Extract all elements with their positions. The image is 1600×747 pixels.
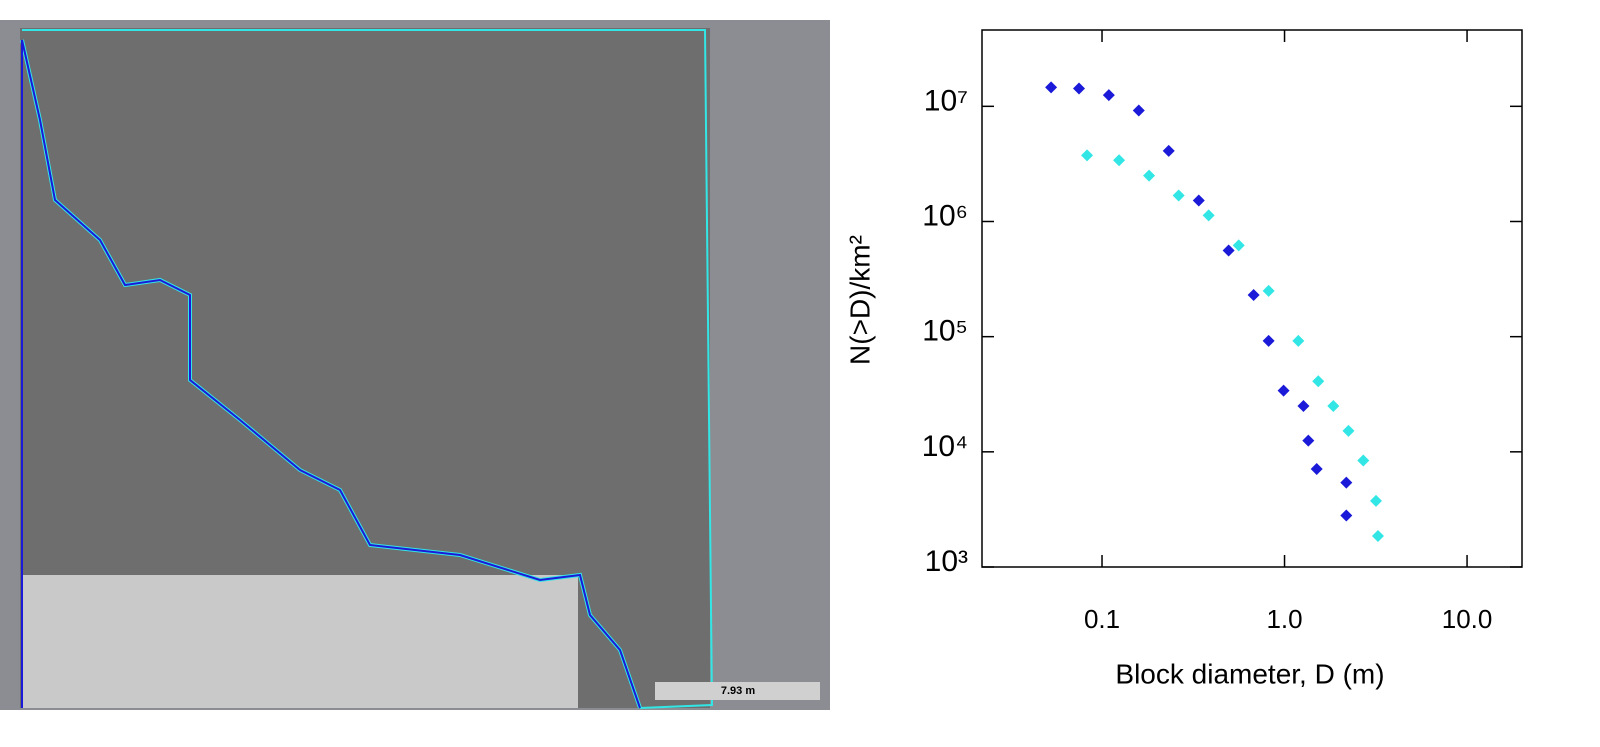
data-point [1340, 509, 1353, 522]
plot-frame [981, 29, 1523, 568]
data-point [1113, 154, 1126, 167]
y-tick-label: 10³ [925, 545, 968, 578]
data-point [1292, 334, 1305, 347]
data-point [1192, 194, 1205, 207]
blue-outline [21, 39, 641, 709]
data-point [1297, 400, 1310, 413]
data-point [1302, 434, 1315, 447]
y-tick-label: 10⁴ [922, 430, 968, 463]
scale-bar [655, 682, 820, 700]
scale-bar-label: 7.93 m [721, 685, 755, 697]
x-tick-label: 10.0 [1442, 604, 1493, 634]
data-point [1222, 244, 1235, 257]
data-point [1340, 476, 1353, 489]
data-point [1162, 144, 1175, 157]
x-tick-label: 0.1 [1084, 604, 1120, 634]
data-point [1262, 284, 1275, 297]
data-point [1312, 375, 1325, 388]
data-point [1202, 209, 1215, 222]
data-point [1102, 89, 1115, 102]
data-point [1357, 454, 1370, 467]
data-point [1073, 82, 1086, 95]
data-point [1310, 462, 1323, 475]
data-point [1262, 334, 1275, 347]
x-axis-label: Block diameter, D (m) [1115, 658, 1384, 689]
data-point [1342, 424, 1355, 437]
data-point [1369, 494, 1382, 507]
bright-area [22, 575, 578, 708]
data-point [1132, 104, 1145, 117]
y-tick-label: 10⁷ [924, 84, 968, 117]
terrain-image: 7.93 m [0, 20, 830, 710]
chart: Block diameter, D (m) N(>D)/km² 0.1 1.0 10… [844, 29, 1523, 689]
y-tick-label: 10⁵ [922, 315, 968, 348]
y-tick-label: 10⁶ [922, 199, 968, 232]
data-point [1172, 189, 1185, 202]
data-point [1277, 384, 1290, 397]
data-point [1371, 529, 1384, 542]
data-point [1247, 289, 1260, 302]
data-point [1232, 239, 1245, 252]
x-tick-label: 1.0 [1266, 604, 1302, 634]
y-axis-label: N(>D)/km² [844, 235, 875, 365]
data-point [1081, 149, 1094, 162]
data-point [1327, 400, 1340, 413]
data-point [1045, 81, 1058, 94]
data-point [1143, 169, 1156, 182]
cyan-outline [22, 29, 714, 709]
